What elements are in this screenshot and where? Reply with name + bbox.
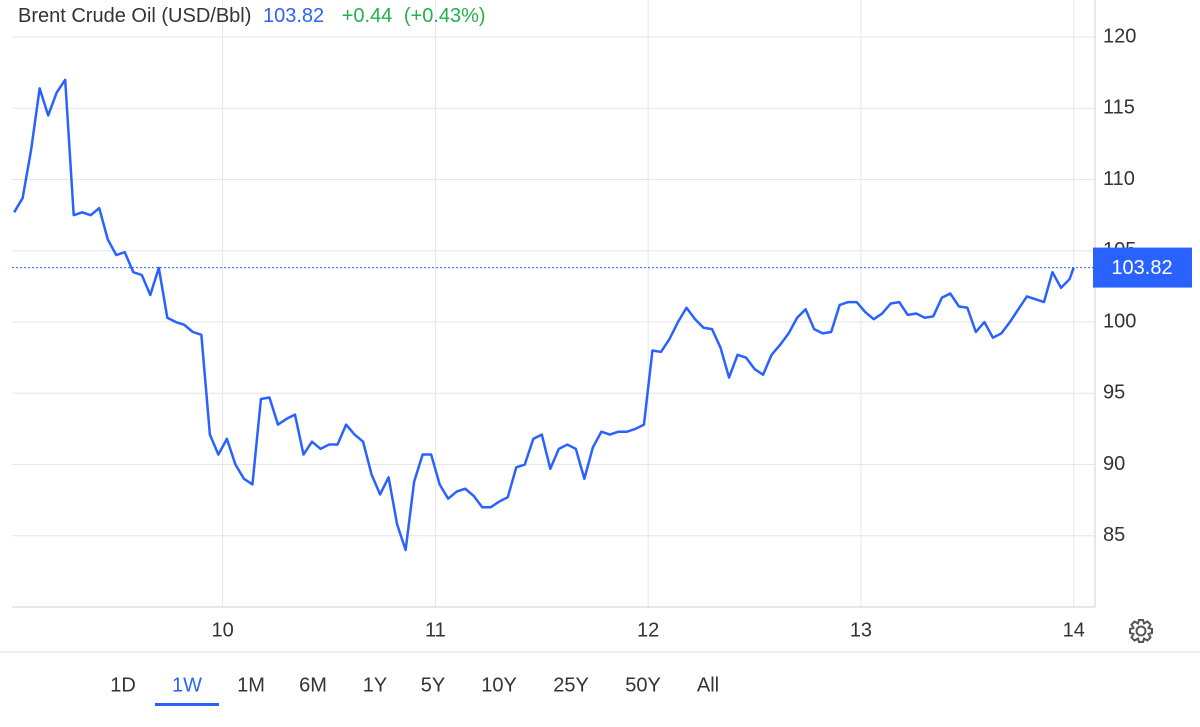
range-button[interactable]: 5Y: [421, 674, 445, 696]
x-tick-label: 10: [212, 619, 234, 641]
x-tick-label: 14: [1063, 619, 1085, 641]
x-tick-label: 11: [425, 619, 446, 641]
range-button[interactable]: 25Y: [553, 674, 589, 696]
range-button[interactable]: 1D: [110, 674, 136, 696]
range-button[interactable]: 1W: [172, 674, 202, 696]
y-tick-label: 115: [1103, 97, 1135, 119]
range-button[interactable]: 1Y: [363, 674, 387, 696]
range-button[interactable]: 10Y: [481, 674, 517, 696]
range-button[interactable]: 1M: [237, 674, 265, 696]
y-tick-label: 95: [1103, 382, 1125, 404]
price: 103.82: [263, 5, 324, 27]
range-selected-underline: [155, 703, 219, 706]
y-tick-label: 120: [1103, 25, 1136, 47]
change-pct: (+0.43%): [404, 5, 486, 27]
range-button[interactable]: 6M: [299, 674, 327, 696]
price-tag: [1093, 247, 1192, 288]
x-tick-label: 12: [637, 619, 659, 641]
y-tick-label: 90: [1103, 453, 1125, 475]
y-tick-label: 85: [1103, 524, 1125, 546]
grid: [12, 0, 1095, 607]
change: +0.44: [342, 5, 393, 27]
settings-icon[interactable]: [1129, 619, 1153, 643]
header: Brent Crude Oil (USD/Bbl) 103.82 +0.44 (…: [18, 5, 486, 27]
range-button[interactable]: All: [697, 674, 719, 696]
chart-title: Brent Crude Oil (USD/Bbl): [18, 5, 251, 27]
y-tick-label: 100: [1103, 310, 1136, 332]
y-tick-label: 110: [1103, 168, 1135, 190]
price-line: [13, 78, 1075, 552]
x-tick-label: 13: [850, 619, 872, 641]
range-button[interactable]: 50Y: [625, 674, 661, 696]
price-tag-label: 103.82: [1111, 257, 1172, 279]
